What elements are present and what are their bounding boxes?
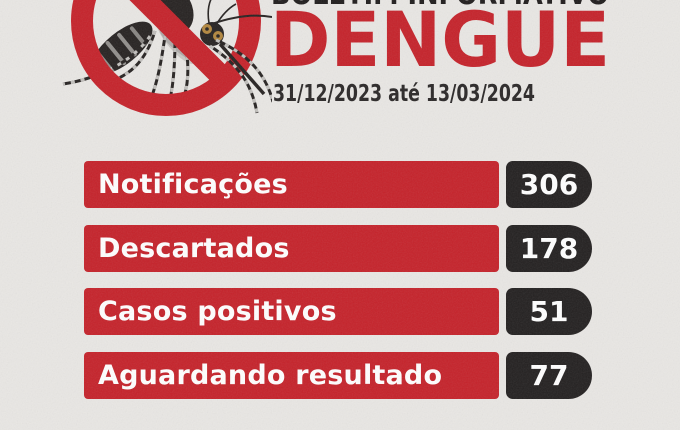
- stat-label: Descartados: [98, 233, 290, 264]
- stat-row-descartados: Descartados 178: [84, 225, 592, 272]
- stat-bar: Aguardando resultado: [84, 352, 499, 399]
- stat-value: 51: [529, 295, 569, 328]
- stat-value-badge: 178: [506, 225, 592, 272]
- stat-row-casos-positivos: Casos positivos 51: [84, 288, 592, 335]
- stat-value: 306: [519, 168, 579, 201]
- stat-row-notificacoes: Notificações 306: [84, 161, 592, 208]
- stat-label: Casos positivos: [98, 296, 337, 327]
- stat-label: Notificações: [98, 169, 288, 200]
- stat-value: 77: [529, 359, 569, 392]
- stat-value-badge: 306: [506, 161, 592, 208]
- stat-bar: Notificações: [84, 161, 499, 208]
- stat-bar: Descartados: [84, 225, 499, 272]
- stat-label: Aguardando resultado: [98, 360, 443, 391]
- stat-value-badge: 51: [506, 288, 592, 335]
- stat-row-aguardando-resultado: Aguardando resultado 77: [84, 352, 592, 399]
- stat-value-badge: 77: [506, 352, 592, 399]
- stat-value: 178: [519, 232, 579, 265]
- stat-bar: Casos positivos: [84, 288, 499, 335]
